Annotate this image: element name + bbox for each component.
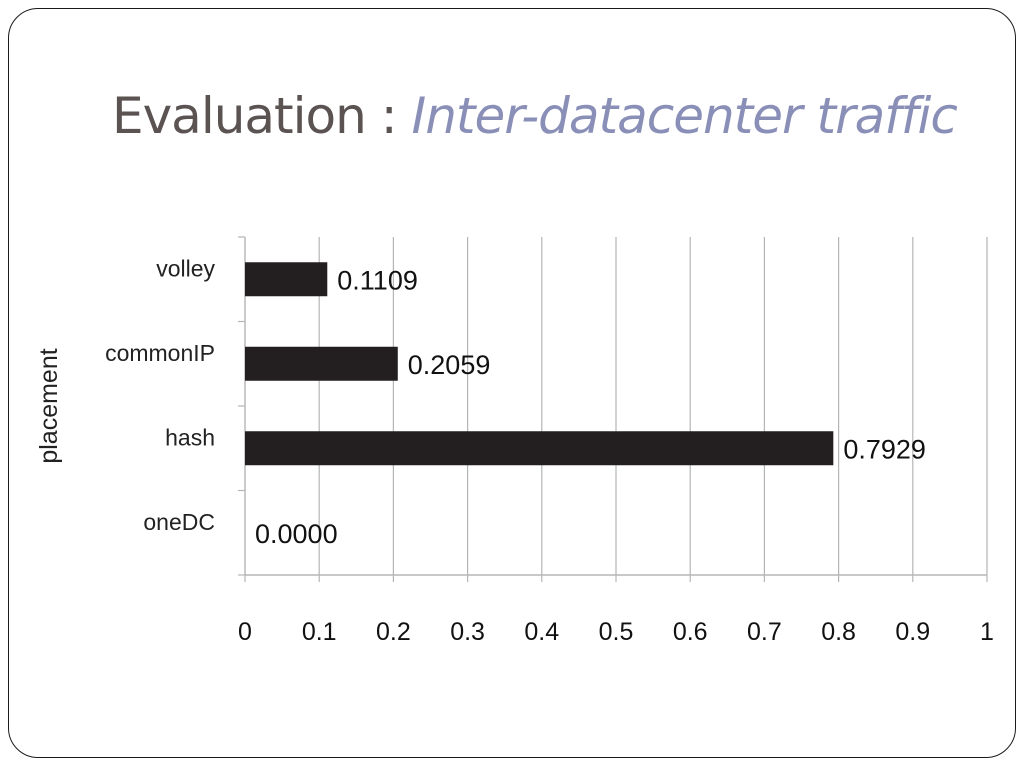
category-label-volley: volley xyxy=(156,255,215,281)
bar-series xyxy=(245,262,834,466)
data-label-volley: 0.1109 xyxy=(337,265,418,295)
category-label-hash: hash xyxy=(165,424,215,450)
x-tick-label: 1 xyxy=(980,618,994,646)
data-label-hash: 0.7929 xyxy=(843,434,926,464)
slide-title-sub: Inter-datacenter traffic xyxy=(411,87,957,145)
slide-frame xyxy=(8,8,1016,758)
x-tick-label: 0.5 xyxy=(599,618,634,646)
bar-commonIP xyxy=(245,346,398,381)
category-label-commonIP: commonIP xyxy=(105,340,215,366)
data-label-oneDC: 0.0000 xyxy=(255,519,338,549)
data-label-commonIP: 0.2059 xyxy=(408,350,491,380)
x-tick-label: 0.9 xyxy=(895,618,930,646)
x-tick-label: 0.3 xyxy=(450,618,485,646)
data-labels: 0.1109 0.2059 0.7929 0.0000 xyxy=(255,265,926,549)
category-label-oneDC: oneDC xyxy=(143,509,215,535)
x-tick-label: 0.7 xyxy=(747,618,782,646)
y-axis-title: placement xyxy=(35,348,63,463)
x-tick-label: 0.6 xyxy=(673,618,708,646)
grid-lines xyxy=(318,237,988,575)
slide-title: Evaluation : Inter-datacenter traffic xyxy=(112,84,958,148)
x-tick-label: 0.2 xyxy=(376,618,411,646)
category-labels: volley commonIP hash oneDC xyxy=(105,255,215,535)
bar-hash xyxy=(245,431,834,466)
bar-volley xyxy=(245,262,328,297)
slide-title-main: Evaluation : xyxy=(112,87,412,145)
x-tick-label: 0.1 xyxy=(302,618,337,646)
x-tick-labels: 0 0.1 0.2 0.3 0.4 0.5 0.6 0.7 0.8 0.9 1 xyxy=(238,618,994,646)
x-tick-label: 0.4 xyxy=(524,618,559,646)
x-tick-label: 0.8 xyxy=(821,618,856,646)
x-tick-label: 0 xyxy=(238,618,252,646)
